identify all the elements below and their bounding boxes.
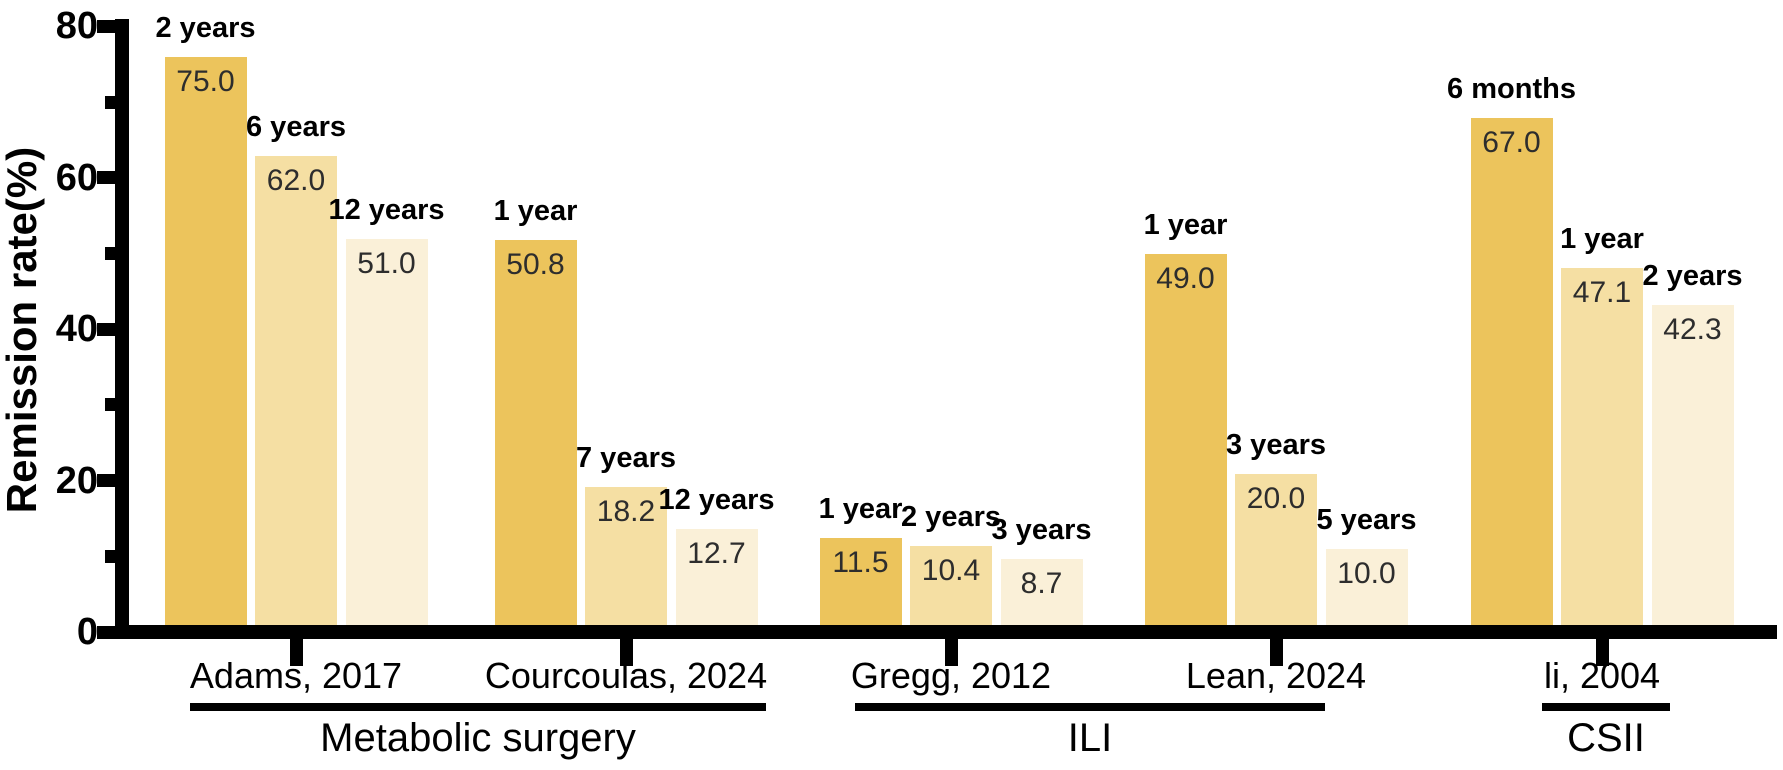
y-axis-major-tick <box>97 474 129 488</box>
study-label: Courcoulas, 2024 <box>484 655 768 696</box>
bar <box>1000 559 1083 625</box>
category-underline <box>855 703 1325 711</box>
y-axis-minor-tick <box>105 398 129 412</box>
bar-value-label: 10.4 <box>921 554 981 588</box>
y-axis-major-tick <box>97 171 129 185</box>
x-axis-group-tick <box>944 639 958 666</box>
bar <box>1144 254 1227 625</box>
bar <box>585 487 667 625</box>
bar-value-label: 75.0 <box>176 65 235 99</box>
bar-timepoint-label: 3 years <box>1226 428 1326 461</box>
x-axis-line <box>115 625 1777 639</box>
x-axis-group-tick <box>619 639 633 666</box>
bar <box>910 546 992 625</box>
bar-value-label: 12.7 <box>687 536 746 570</box>
y-axis-minor-tick <box>105 549 129 563</box>
bar <box>1470 117 1553 625</box>
study-label: Lean, 2024 <box>1185 655 1367 696</box>
bar <box>1651 304 1734 625</box>
category-label: CSII <box>1567 716 1645 760</box>
bar-timepoint-label: 2 years <box>901 501 1001 534</box>
y-axis-tick-label: 60 <box>55 156 98 199</box>
bar-timepoint-label: 2 years <box>1642 259 1743 292</box>
bar-value-label: 50.8 <box>506 248 565 282</box>
y-axis-tick-label: 20 <box>55 459 98 502</box>
bar-value-label: 62.0 <box>266 163 326 197</box>
bar-timepoint-label: 12 years <box>658 483 775 516</box>
bar-value-label: 42.3 <box>1663 312 1722 346</box>
bar-value-label: 10.0 <box>1337 557 1396 591</box>
bar <box>1235 473 1317 625</box>
y-axis-minor-tick <box>105 95 129 109</box>
category-label: Metabolic surgery <box>320 716 636 760</box>
y-axis-major-tick <box>97 19 129 33</box>
x-axis-group-tick <box>1595 639 1609 666</box>
study-label: Adams, 2017 <box>189 655 403 696</box>
bar-timepoint-label: 6 months <box>1447 72 1576 105</box>
bar-value-label: 20.0 <box>1246 481 1306 515</box>
study-label: Gregg, 2012 <box>850 655 1052 696</box>
bar <box>345 238 428 625</box>
x-axis-group-tick <box>1269 639 1283 666</box>
y-axis-tick-label: 40 <box>55 308 98 351</box>
bar-timepoint-label: 12 years <box>328 193 445 226</box>
x-axis-group-tick <box>289 639 303 666</box>
bar-value-label: 18.2 <box>596 495 656 529</box>
bar <box>1325 549 1408 625</box>
bar-timepoint-label: 1 year <box>1560 223 1644 256</box>
category-underline <box>190 703 766 711</box>
bar-timepoint-label: 5 years <box>1316 504 1417 537</box>
bar <box>675 528 758 625</box>
category-underline <box>1542 703 1670 711</box>
bar-value-label: 67.0 <box>1482 125 1541 159</box>
y-axis-major-tick <box>97 322 129 336</box>
bar-timepoint-label: 3 years <box>991 514 1092 547</box>
y-axis-tick-label: 0 <box>76 611 98 653</box>
bar-value-label: 51.0 <box>357 246 416 280</box>
bar <box>164 57 247 625</box>
bar-timepoint-label: 1 year <box>1143 209 1228 242</box>
bar-value-label: 8.7 <box>1020 567 1063 601</box>
bar <box>494 240 577 625</box>
bar-timepoint-label: 1 year <box>818 492 903 525</box>
study-label: li, 2004 <box>1543 655 1661 696</box>
bar-value-label: 49.0 <box>1156 262 1215 296</box>
bar-value-label: 47.1 <box>1572 276 1632 310</box>
bar <box>819 537 902 625</box>
y-axis-major-tick <box>97 625 129 639</box>
bar <box>1561 268 1643 625</box>
bar-timepoint-label: 7 years <box>576 442 676 475</box>
bar-value-label: 11.5 <box>832 545 889 579</box>
bar <box>255 155 337 625</box>
category-label: ILI <box>1067 716 1113 760</box>
bar-timepoint-label: 6 years <box>246 110 346 143</box>
y-axis-minor-tick <box>105 247 129 260</box>
bar-timepoint-label: 2 years <box>155 12 256 45</box>
y-axis-tick-label: 80 <box>55 5 98 48</box>
bar-timepoint-label: 1 year <box>493 195 578 228</box>
